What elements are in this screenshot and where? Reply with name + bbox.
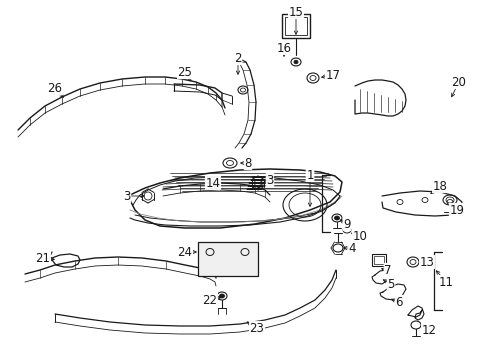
Text: 3: 3	[266, 174, 273, 186]
Ellipse shape	[293, 60, 297, 64]
Text: 1: 1	[305, 168, 313, 181]
Text: 22: 22	[202, 293, 217, 306]
Text: 11: 11	[438, 275, 452, 288]
Text: 5: 5	[386, 278, 394, 291]
Text: 20: 20	[450, 76, 466, 89]
Ellipse shape	[219, 294, 224, 298]
Bar	[198, 242, 258, 276]
Text: 2: 2	[234, 51, 241, 64]
Text: 17: 17	[325, 68, 340, 81]
Text: 21: 21	[36, 252, 50, 265]
Text: 7: 7	[384, 264, 391, 276]
Text: 9: 9	[343, 217, 350, 230]
Text: 13: 13	[419, 256, 433, 269]
Text: 16: 16	[276, 41, 291, 54]
Text: 18: 18	[432, 180, 447, 193]
Text: 19: 19	[448, 203, 464, 216]
Text: 3: 3	[123, 189, 130, 202]
Bar	[373, 256, 383, 264]
Ellipse shape	[334, 216, 339, 220]
Bar	[282, 14, 309, 38]
Text: 26: 26	[47, 81, 62, 95]
Text: 8: 8	[244, 157, 251, 170]
Text: 14: 14	[205, 176, 220, 189]
Text: 24: 24	[177, 246, 192, 258]
Bar	[371, 254, 385, 266]
Text: 23: 23	[249, 321, 264, 334]
Text: 10: 10	[352, 230, 366, 243]
Text: 12: 12	[421, 324, 436, 337]
Text: 6: 6	[394, 296, 402, 309]
Text: 15: 15	[288, 5, 303, 18]
Text: 25: 25	[177, 66, 192, 78]
Text: 4: 4	[347, 242, 355, 255]
Bar	[285, 17, 306, 35]
